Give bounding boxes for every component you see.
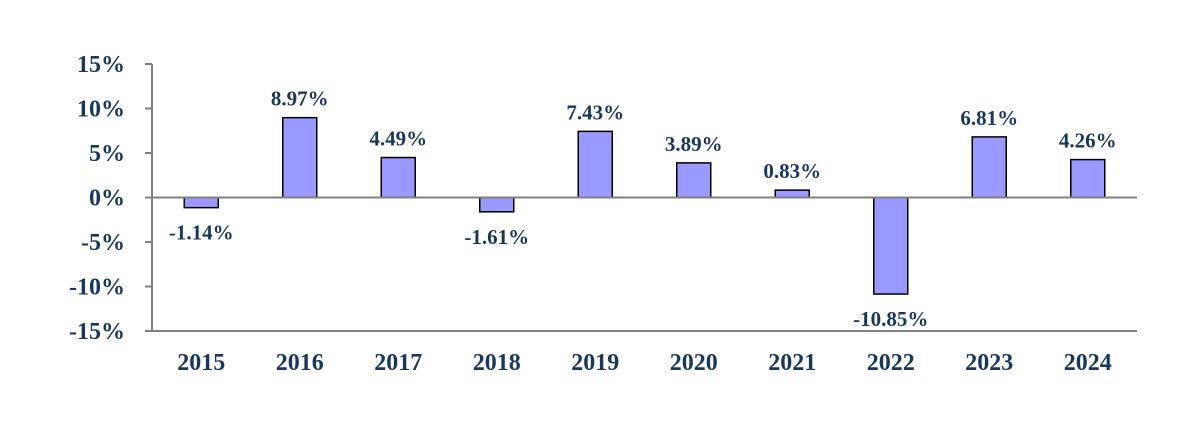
bar-2018 [479, 196, 515, 213]
x-tick-label-2015: 2015 [177, 350, 225, 376]
x-tick-label-2019: 2019 [571, 350, 619, 376]
bar-2017 [380, 156, 416, 199]
x-tick-label-2018: 2018 [473, 350, 521, 376]
y-axis: 15% 10% 5% 0% -5% -10% -15% [69, 52, 153, 345]
data-label-2022: -10.85% [853, 307, 928, 331]
y-tick-label: 15% [77, 52, 125, 78]
bar-2016 [282, 116, 318, 199]
bar-2022 [873, 196, 909, 295]
x-tick-label-2017: 2017 [374, 350, 422, 376]
x-tick-label-2020: 2020 [670, 350, 718, 376]
data-label-2015: -1.14% [169, 221, 234, 245]
data-label-2023: 6.81% [960, 106, 1018, 130]
x-tick-label-2021: 2021 [768, 350, 816, 376]
y-tick-label: 10% [77, 97, 125, 123]
y-tick-label: -5% [81, 230, 125, 256]
data-label-2016: 8.97% [271, 87, 329, 111]
y-tick-label: 0% [89, 186, 125, 212]
x-tick-label-2016: 2016 [276, 350, 324, 376]
x-tick-label-2024: 2024 [1064, 350, 1112, 376]
bar-2020 [676, 162, 712, 199]
data-label-2018: -1.61% [464, 225, 529, 249]
x-tick-label-2022: 2022 [867, 350, 915, 376]
bar-2015 [183, 196, 219, 209]
data-label-2024: 4.26% [1059, 129, 1117, 153]
zero-line [152, 196, 1137, 332]
data-label-2017: 4.49% [369, 127, 427, 151]
bars [183, 116, 1106, 295]
bar-2023 [971, 136, 1007, 199]
x-tick-label-2023: 2023 [965, 350, 1013, 376]
bar-2024 [1070, 158, 1106, 199]
x-axis-labels: 2015 2016 2017 2018 2019 2020 2021 2022 2023 2024 [177, 350, 1112, 376]
bar-2019 [577, 130, 613, 199]
data-label-2020: 3.89% [665, 132, 723, 156]
data-label-2021: 0.83% [763, 159, 821, 183]
data-labels: -1.14% 8.97% 4.49% -1.61% 7.43% 3.89% 0.83% -10… [169, 87, 1117, 331]
bar-2021 [774, 189, 810, 199]
y-tick-label: -15% [69, 319, 125, 345]
data-label-2019: 7.43% [566, 100, 624, 124]
y-tick-label: -10% [69, 275, 125, 301]
y-tick-label: 5% [89, 141, 125, 167]
